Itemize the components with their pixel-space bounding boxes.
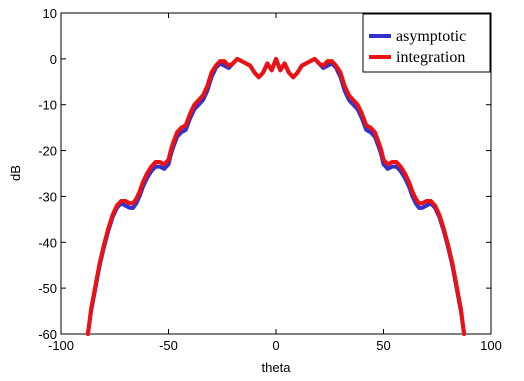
x-tick-label: -100: [48, 338, 74, 353]
y-tick-label: -40: [38, 235, 57, 250]
series-lines: [85, 56, 467, 336]
series-line-integration: [85, 56, 467, 336]
legend: asymptotic integration: [362, 13, 491, 73]
x-tick-labels: -100 -50 0 50 100: [48, 338, 502, 353]
y-axis-title: dB: [8, 165, 23, 181]
x-tick-label: -50: [159, 338, 178, 353]
legend-label-asymptotic: asymptotic: [396, 28, 466, 45]
legend-label-integration: integration: [396, 49, 465, 66]
y-tick-label: -20: [38, 144, 57, 159]
y-tick-label: -50: [38, 281, 57, 296]
y-tick-label: 0: [50, 52, 57, 67]
y-tick-labels: 10 0 -10 -20 -30 -40 -50 -60: [38, 6, 57, 342]
y-tick-label: -10: [38, 98, 57, 113]
legend-box: [362, 13, 491, 73]
y-tick-label: -60: [38, 327, 57, 342]
y-tick-label: -30: [38, 189, 57, 204]
x-tick-label: 50: [376, 338, 390, 353]
x-axis-title: theta: [262, 360, 292, 375]
x-tick-label: 0: [272, 338, 279, 353]
x-tick-label: 100: [480, 338, 502, 353]
y-tick-label: 10: [43, 6, 57, 21]
